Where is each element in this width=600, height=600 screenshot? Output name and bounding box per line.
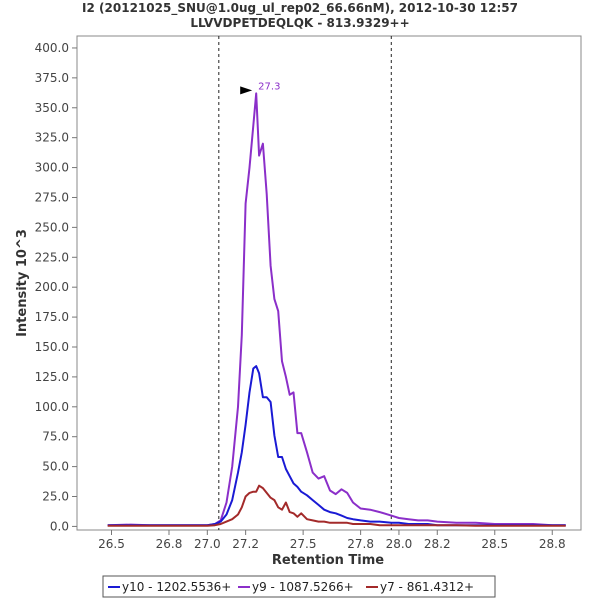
x-tick-label: 28.5 — [481, 537, 508, 551]
y-tick-label: 275.0 — [35, 190, 69, 204]
legend-entry: y10 - 1202.5536+ — [122, 580, 231, 594]
plot-area — [76, 35, 582, 531]
chart-subtitle: LLVVDPETDEQLQK - 813.9329++ — [190, 16, 409, 30]
legend-entry: y7 - 861.4312+ — [380, 580, 474, 594]
x-tick-label: 26.5 — [98, 537, 125, 551]
y-tick-label: 75.0 — [42, 430, 69, 444]
legend-box — [102, 575, 496, 598]
series-line — [107, 484, 566, 527]
y-tick-label: 50.0 — [42, 460, 69, 474]
y-tick-label: 400.0 — [35, 41, 69, 55]
chart-title: I2 (20121025_SNU@1.0ug_ul_rep02_66.66nM)… — [82, 1, 518, 16]
y-axis-label: Intensity 10^3 — [15, 229, 30, 337]
x-tick-label: 26.8 — [156, 537, 183, 551]
y-tick-label: 100.0 — [35, 400, 69, 414]
x-tick-label: 27.8 — [347, 537, 374, 551]
y-tick-label: 0.0 — [50, 519, 69, 533]
annotation-layer: 27.3 — [240, 81, 280, 95]
x-tick-label: 27.0 — [194, 537, 221, 551]
y-tick-label: 25.0 — [42, 490, 69, 504]
series-layer — [107, 92, 566, 527]
x-tick-label: 28.2 — [424, 537, 451, 551]
x-axis-label: Retention Time — [272, 553, 384, 568]
y-tick-label: 175.0 — [35, 310, 69, 324]
x-tick-label: 28.8 — [539, 537, 566, 551]
y-tick-label: 300.0 — [35, 161, 69, 175]
y-tick-label: 225.0 — [35, 250, 69, 264]
x-tick-label: 27.2 — [232, 537, 259, 551]
x-tick-label: 27.5 — [290, 537, 317, 551]
y-tick-label: 125.0 — [35, 370, 69, 384]
series-line — [107, 92, 566, 527]
legend: y10 - 1202.5536+ y9 - 1087.5266+ y7 - 861.… — [102, 575, 496, 598]
y-tick-label: 325.0 — [35, 131, 69, 145]
series-line — [107, 365, 566, 527]
peak-marker — [240, 86, 253, 95]
y-tick-label: 200.0 — [35, 280, 69, 294]
y-tick-label: 350.0 — [35, 101, 69, 115]
legend-entry: y9 - 1087.5266+ — [252, 580, 354, 594]
y-tick-label: 375.0 — [35, 71, 69, 85]
peak-label: 27.3 — [258, 81, 280, 92]
y-tick-label: 250.0 — [35, 220, 69, 234]
y-tick-label: 150.0 — [35, 340, 69, 354]
y-axis: 0.0 25.0 50.0 75.0 100.0 125.0 150.0 175.0 200.0… — [35, 41, 77, 533]
x-axis: 26.5 26.8 27.0 27.2 27.5 27.8 28.0 28.2 28.5 28.8 — [98, 530, 566, 551]
boundary-lines — [218, 36, 392, 530]
x-tick-label: 28.0 — [386, 537, 413, 551]
